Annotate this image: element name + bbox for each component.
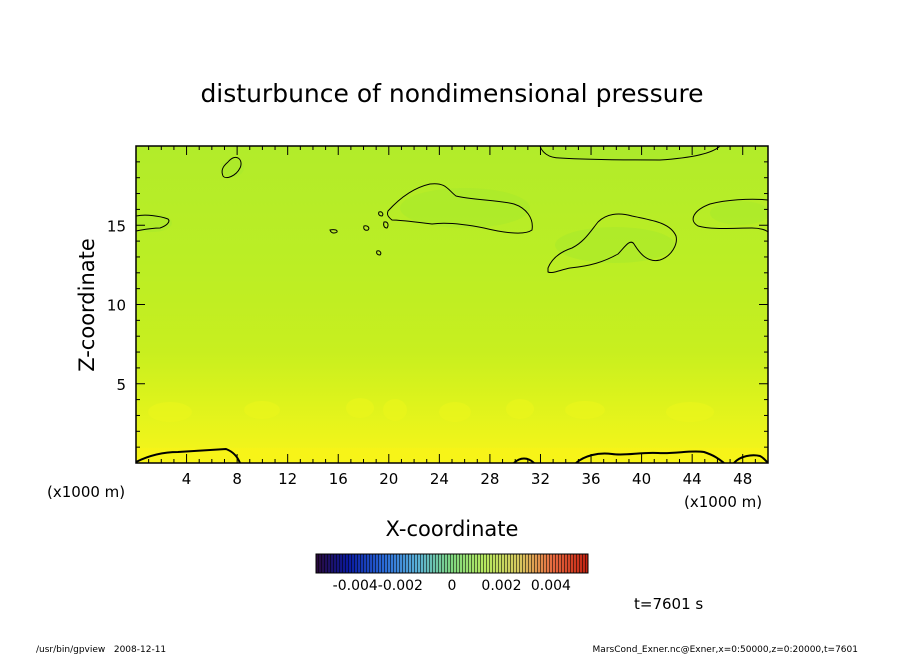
contour-small-3: [378, 211, 384, 217]
colorbar-tick-label: 0.002: [481, 578, 521, 594]
time-annotation: t=7601 s: [634, 595, 703, 613]
x-tick-label: 44: [683, 470, 702, 488]
x-tick-label: 20: [379, 470, 398, 488]
heatmap-field: [136, 146, 768, 463]
colorbar-level-lines: [316, 554, 588, 573]
x-tick-label: 24: [430, 470, 449, 488]
footer-right: MarsCond_Exner.nc@Exner,x=0:50000,z=0:20…: [593, 645, 858, 654]
chart-title: disturbunce of nondimensional pressure: [200, 79, 703, 108]
contour-small-5: [376, 250, 382, 256]
x-tick-label: 8: [232, 470, 242, 488]
contour-small-1: [329, 229, 338, 234]
y-tick-label: 15: [107, 217, 126, 235]
x-tick-label: 4: [182, 470, 192, 488]
x-axis-unit-left: (x1000 m): [47, 483, 125, 501]
x-tick-label: 12: [278, 470, 297, 488]
colorbar-tick-label: 0: [448, 578, 457, 594]
x-tick-label: 48: [733, 470, 752, 488]
colorbar-tick-label: -0.004-0.002: [333, 578, 423, 594]
x-axis-ticks: 4 8 12 16 20 24 28 32 36 40 44 48: [135, 146, 769, 488]
contour-upper-left-blob: [221, 156, 242, 179]
y-tick-label: 5: [116, 376, 126, 394]
colorbar-frame: [315, 553, 589, 574]
y-tick-label: 10: [107, 297, 126, 315]
colorbar-tick-labels: -0.004-0.002 0 0.002 0.004: [333, 578, 571, 594]
x-tick-label: 32: [531, 470, 550, 488]
contour-lines: [136, 146, 768, 463]
field-lower-waves: [148, 398, 714, 422]
field-ground-band: [136, 448, 768, 463]
colorbar: -0.004-0.002 0 0.002 0.004: [315, 553, 589, 594]
colorbar-tick-label: 0.004: [531, 578, 571, 594]
contour-right-blob: [547, 213, 677, 273]
x-axis-label: X-coordinate: [386, 517, 519, 541]
contour-center-blob: [387, 183, 533, 234]
x-tick-label: 16: [329, 470, 348, 488]
x-tick-label: 40: [632, 470, 651, 488]
x-tick-label: 28: [480, 470, 499, 488]
field-upper-patches: [136, 146, 768, 263]
y-axis-label: Z-coordinate: [75, 238, 99, 372]
contour-small-2: [363, 225, 370, 231]
contour-small-4: [383, 221, 389, 229]
contour-upper-right-edge: [692, 198, 768, 233]
y-axis-ticks: 5 10 15: [107, 145, 768, 464]
x-tick-label: 36: [581, 470, 600, 488]
contour-ground-left: [136, 447, 241, 463]
contour-top-edge: [539, 146, 721, 161]
contour-left-edge: [136, 214, 170, 232]
x-axis-unit-right: (x1000 m): [684, 493, 762, 511]
contour-ground-right: [575, 450, 768, 463]
footer-left: /usr/bin/gpview 2008-12-11: [36, 645, 166, 654]
